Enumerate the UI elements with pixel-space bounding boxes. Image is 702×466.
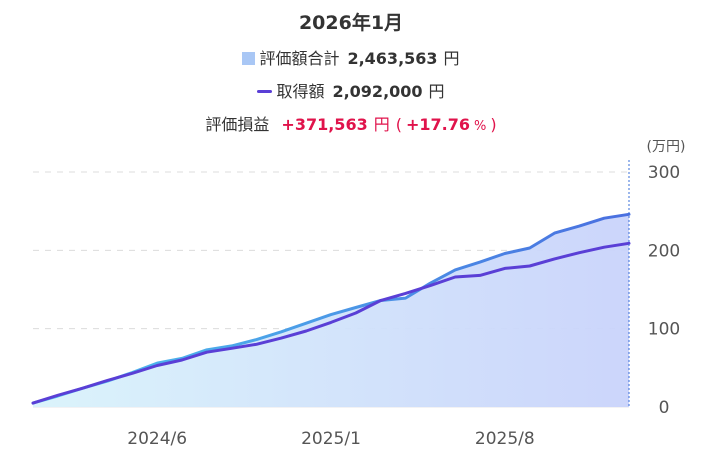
acquisition-unit: 円	[428, 82, 445, 101]
gain-paren-open: (	[395, 115, 402, 134]
y-tick-label: 200	[648, 241, 680, 261]
acquisition-label: 取得額	[276, 82, 325, 101]
gain-percent: +17.76	[405, 115, 470, 134]
x-tick-label: 2025/8	[475, 429, 535, 449]
gain-summary: 評価損益 +371,563 円 (+17.76%)	[0, 111, 702, 135]
area-swatch-icon	[242, 52, 256, 65]
gain-unit: 円	[373, 115, 390, 134]
y-tick-label: 100	[648, 320, 680, 340]
valuation-unit: 円	[443, 49, 460, 68]
legend-acquisition[interactable]: 取得額 2,092,000 円	[0, 78, 702, 102]
x-tick-label: 2024/6	[127, 429, 187, 449]
chart-title: 2026年1月	[298, 12, 404, 34]
x-tick-label: 2025/1	[301, 429, 361, 449]
y-tick-label: 0	[659, 398, 670, 418]
gain-value: +371,563	[281, 115, 368, 134]
gain-label: 評価損益	[205, 115, 270, 134]
gain-paren-close: )	[490, 115, 497, 134]
gain-percent-unit: %	[473, 119, 487, 134]
y-unit-label: (万円)	[647, 139, 686, 155]
y-tick-label: 300	[648, 163, 680, 183]
valuation-label: 評価額合計	[259, 49, 340, 68]
line-swatch-icon	[257, 90, 273, 93]
acquisition-value: 2,092,000	[332, 82, 423, 101]
legend-valuation[interactable]: 評価額合計 2,463,563 円	[0, 45, 702, 69]
acquisition-line	[31, 241, 631, 405]
valuation-value: 2,463,563	[347, 49, 438, 68]
